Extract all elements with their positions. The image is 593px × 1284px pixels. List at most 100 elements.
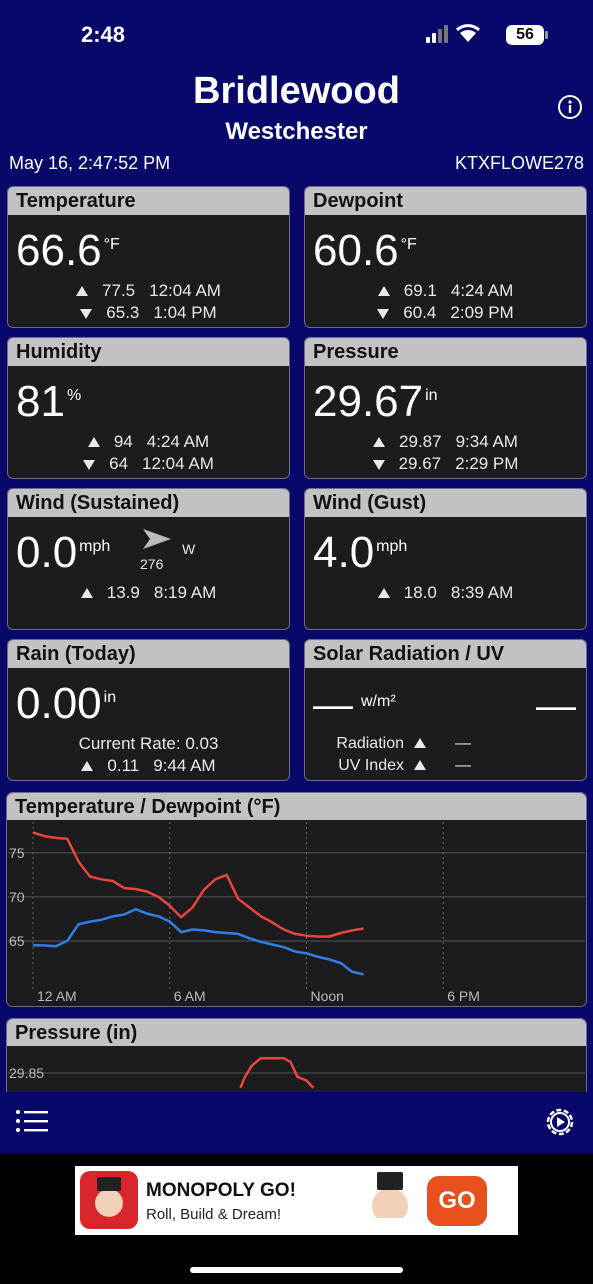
stat-value: — xyxy=(455,757,471,774)
x-tick-label: 12 AM xyxy=(37,988,77,1004)
stat-row: 77.5 12:04 AM xyxy=(8,280,289,302)
advertisement[interactable]: MONOPOLY GO! Roll, Build & Dream! GO xyxy=(75,1166,518,1235)
stat-text: 29.67 xyxy=(398,454,442,473)
stat-label: UV Index xyxy=(338,757,404,774)
stat-row: 18.0 8:39 AM xyxy=(305,582,586,604)
card-unit: w/m² xyxy=(361,693,396,710)
card: Solar Radiation / UV — w/m² — Radiation — UV I… xyxy=(304,639,587,781)
timestamp: May 16, 2:47:52 PM xyxy=(9,153,171,173)
card: Humidity 81% 94 4:24 AM 64 12:04 AM xyxy=(7,337,290,479)
card-value-block: 60.6 °F xyxy=(313,225,417,277)
stat-label: Radiation xyxy=(336,735,404,752)
stat-text: 4:24 AM xyxy=(146,432,210,451)
card-value: 29.67 xyxy=(313,377,424,426)
stat-text: 65.3 xyxy=(106,303,140,322)
high-arrow xyxy=(81,760,94,771)
station-subtitle: Westchester xyxy=(225,118,368,145)
wind-direction-arrow xyxy=(143,529,171,549)
x-tick-label: 6 PM xyxy=(447,988,480,1004)
stat-row: 60.4 2:09 PM xyxy=(305,302,586,324)
stat-value: — xyxy=(455,735,471,752)
low-arrow xyxy=(80,308,93,319)
card-unit: °F xyxy=(103,236,120,253)
card-value: 60.6 xyxy=(313,226,399,275)
high-arrow xyxy=(76,285,89,296)
high-arrow xyxy=(377,587,390,598)
y-tick-label: 29.85 xyxy=(9,1065,44,1081)
card-value-block: 0.0 mph xyxy=(16,527,110,579)
card-value: 66.6 xyxy=(16,226,102,275)
card-value: 4.0 xyxy=(313,528,375,577)
triangle xyxy=(87,436,100,447)
chart-header xyxy=(7,1019,586,1046)
card: Wind (Sustained) 0.0 mph 13.9 8:19 AM 276 W xyxy=(7,488,290,630)
high-arrow xyxy=(373,436,386,447)
stat-text: 9:44 AM xyxy=(153,756,216,775)
card-unit: in xyxy=(103,689,117,706)
card-unit: °F xyxy=(400,236,417,253)
status-icons xyxy=(426,24,548,45)
battery-level: 56 xyxy=(516,26,534,43)
chart: Pressure (in) 29.85 xyxy=(6,1018,587,1092)
triangle xyxy=(377,308,390,319)
chart-body xyxy=(6,792,587,1007)
card-title: Pressure xyxy=(305,338,586,366)
stat-row: 29.67 2:29 PM xyxy=(305,453,586,475)
x-tick-label: Noon xyxy=(311,988,344,1004)
stat-text: 1:04 PM xyxy=(153,303,217,322)
card-value-block: 0.00 in xyxy=(16,678,116,730)
home-indicator xyxy=(190,1267,403,1273)
info-button[interactable] xyxy=(557,94,583,120)
triangle xyxy=(81,760,94,771)
chart-title: Temperature / Dewpoint (°F) xyxy=(15,796,280,818)
high-arrow xyxy=(80,587,93,598)
stat-text: 69.1 xyxy=(403,281,437,300)
triangle xyxy=(377,587,390,598)
stat-row: 94 4:24 AM xyxy=(8,431,289,453)
card-value: 81 xyxy=(16,377,65,426)
stat-row: 64 12:04 AM xyxy=(8,453,289,475)
stat-text: 12:04 AM xyxy=(149,281,221,300)
card-value-block: 4.0 mph xyxy=(313,527,407,579)
low-arrow xyxy=(372,459,385,470)
chart-header xyxy=(7,793,586,820)
card: Rain (Today) 0.00 in Current Rate: 0.03 0.11… xyxy=(7,639,290,781)
stat-row: 13.9 8:19 AM xyxy=(8,582,289,604)
card-value-block: 81% xyxy=(16,376,81,428)
card-value-block: — w/m² xyxy=(313,678,396,731)
high-arrow xyxy=(87,436,100,447)
y-tick-label: 70 xyxy=(9,889,25,905)
high-arrow xyxy=(377,285,390,296)
ad-icon xyxy=(80,1171,138,1229)
triangle xyxy=(76,285,89,296)
status-time: 2:48 xyxy=(80,22,126,47)
ad-mascot xyxy=(372,1172,408,1226)
current-rate: Current Rate: 0.03 xyxy=(78,734,219,753)
settings-button[interactable] xyxy=(542,1104,578,1140)
triangle xyxy=(414,738,426,748)
stat-row: 69.1 4:24 AM xyxy=(305,280,586,302)
chart-title: Pressure (in) xyxy=(15,1022,137,1044)
card-value-block: 66.6 °F xyxy=(16,225,120,277)
high-arrow xyxy=(414,760,426,770)
triangle xyxy=(414,760,426,770)
data-line xyxy=(32,831,364,938)
card-value-block: 29.67 in xyxy=(313,376,438,428)
low-arrow xyxy=(83,459,96,470)
stat-text: 0.11 xyxy=(107,756,140,775)
card-value: 0.0 xyxy=(16,528,78,577)
stat-text: 60.4 xyxy=(403,303,437,322)
menu-button[interactable] xyxy=(14,1108,50,1136)
card-title: Wind (Gust) xyxy=(305,489,586,517)
card-value: — xyxy=(313,683,353,727)
stat-text: 8:39 AM xyxy=(450,583,514,602)
triangle xyxy=(373,436,386,447)
data-line xyxy=(33,907,364,976)
toolbar xyxy=(0,1092,593,1153)
wind-degrees: 276 xyxy=(140,556,164,572)
stat-text: 77.5 xyxy=(102,281,136,300)
stat-row: 29.87 9:34 AM xyxy=(305,431,586,453)
station-title: Bridlewood xyxy=(193,70,400,112)
x-tick-label: 6 AM xyxy=(174,988,206,1004)
